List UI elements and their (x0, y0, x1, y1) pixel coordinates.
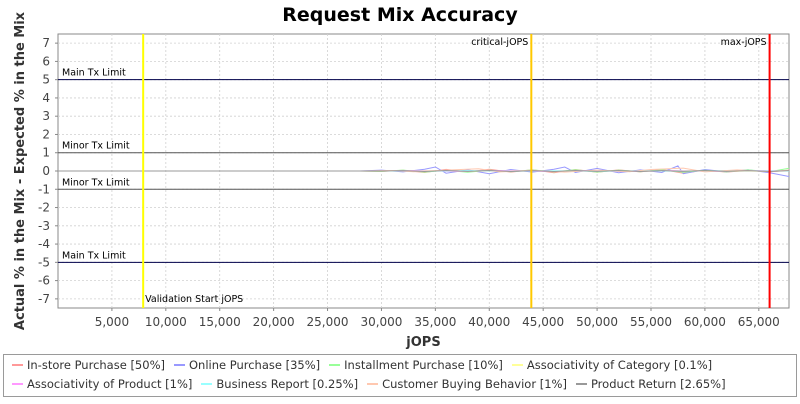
legend-item-product-return: Product Return [2.65%] (576, 377, 726, 391)
legend-item-customer-buying-behavior: Customer Buying Behavior [1%] (367, 377, 567, 391)
x-tick-label: 25,000 (307, 315, 349, 329)
x-tick-label: 65,000 (738, 315, 780, 329)
y-tick-label: 0 (42, 164, 50, 178)
legend-swatch-icon (12, 383, 23, 385)
legend-row-1: In-store Purchase [50%] Online Purchase … (4, 355, 796, 374)
x-tick-label: 55,000 (630, 315, 672, 329)
legend-label: Online Purchase [35%] (189, 358, 320, 372)
x-axis-label: jOPS (405, 335, 440, 350)
y-tick-label: 5 (42, 73, 50, 87)
y-tick-label: 6 (42, 54, 50, 68)
y-tick-label: 2 (42, 127, 50, 141)
x-tick-label: 10,000 (145, 315, 187, 329)
legend-swatch-icon (512, 364, 523, 366)
chart-legend: In-store Purchase [50%] Online Purchase … (3, 354, 797, 397)
legend-item-associativity-of-product: Associativity of Product [1%] (12, 377, 192, 391)
marker-label: max-jOPS (721, 37, 767, 48)
x-tick-label: 20,000 (253, 315, 295, 329)
x-tick-label: 30,000 (360, 315, 402, 329)
legend-row-2: Associativity of Product [1%] Business R… (4, 374, 796, 393)
y-tick-label: -3 (38, 219, 50, 233)
y-tick-label: 7 (42, 36, 50, 50)
legend-item-associativity-of-category: Associativity of Category [0.1%] (512, 358, 712, 372)
legend-item-business-report: Business Report [0.25%] (201, 377, 358, 391)
legend-swatch-icon (12, 364, 23, 366)
y-tick-label: -5 (38, 255, 50, 269)
x-tick-label: 15,000 (199, 315, 241, 329)
legend-label: In-store Purchase [50%] (27, 358, 165, 372)
y-tick-label: 4 (42, 91, 50, 105)
x-tick-label: 60,000 (684, 315, 726, 329)
legend-swatch-icon (367, 383, 378, 385)
legend-item-in-store-purchase: In-store Purchase [50%] (12, 358, 165, 372)
y-tick-label: -1 (38, 182, 50, 196)
x-tick-label: 45,000 (522, 315, 564, 329)
y-tick-label: -6 (38, 274, 50, 288)
legend-swatch-icon (201, 383, 212, 385)
legend-label: Product Return [2.65%] (591, 377, 726, 391)
y-tick-label: 3 (42, 109, 50, 123)
limit-label: Minor Tx Limit (62, 177, 130, 188)
legend-label: Associativity of Product [1%] (27, 377, 192, 391)
x-tick-label: 50,000 (576, 315, 618, 329)
y-tick-label: -2 (38, 201, 50, 215)
limit-label: Main Tx Limit (62, 250, 126, 261)
x-tick-label: 40,000 (468, 315, 510, 329)
legend-label: Installment Purchase [10%] (344, 358, 503, 372)
legend-item-installment-purchase: Installment Purchase [10%] (329, 358, 503, 372)
legend-swatch-icon (174, 364, 185, 366)
x-tick-label: 5,000 (95, 315, 129, 329)
limit-label: Main Tx Limit (62, 68, 126, 79)
limit-label: Minor Tx Limit (62, 141, 130, 152)
y-tick-label: 1 (42, 146, 50, 160)
chart-title: Request Mix Accuracy (282, 4, 518, 26)
marker-label: Validation Start jOPS (145, 294, 243, 305)
y-tick-label: -4 (38, 237, 50, 251)
legend-swatch-icon (329, 364, 340, 366)
x-tick-label: 35,000 (414, 315, 456, 329)
y-tick-label: -7 (38, 292, 50, 306)
marker-label: critical-jOPS (471, 37, 528, 48)
legend-item-online-purchase: Online Purchase [35%] (174, 358, 320, 372)
y-axis-label: Actual % in the Mix - Expected % in the … (13, 11, 28, 330)
legend-label: Associativity of Category [0.1%] (527, 358, 712, 372)
legend-label: Business Report [0.25%] (216, 377, 358, 391)
legend-label: Customer Buying Behavior [1%] (382, 377, 567, 391)
legend-swatch-icon (576, 383, 587, 385)
